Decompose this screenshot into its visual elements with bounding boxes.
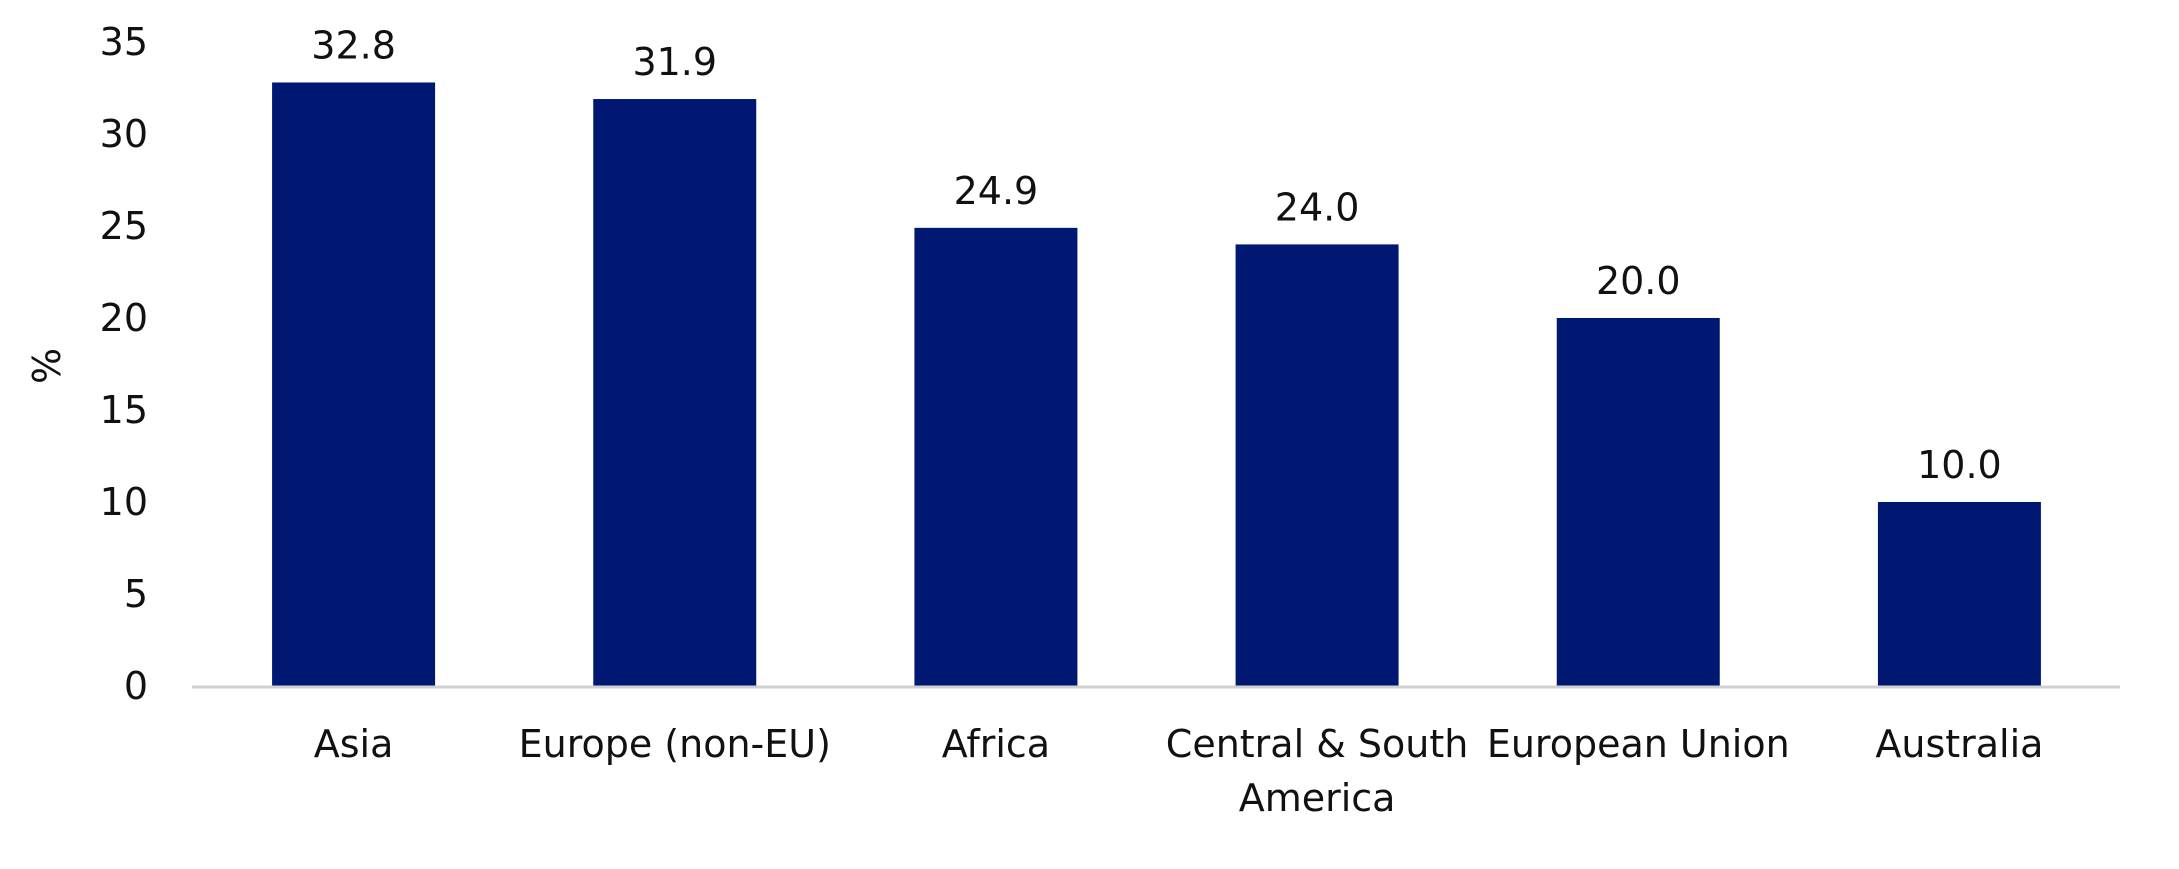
bar-value-label: 32.8 <box>311 23 396 67</box>
bar-value-label: 24.0 <box>1275 185 1360 229</box>
x-category-label-line: Australia <box>1875 722 2043 766</box>
y-tick-label: 0 <box>124 664 148 708</box>
bar-value-label: 24.9 <box>954 169 1039 213</box>
x-category-label: European Union <box>1487 722 1790 766</box>
bar <box>1877 502 2041 686</box>
bar <box>593 99 757 687</box>
bar <box>1235 244 1399 686</box>
x-category-label-line: Africa <box>942 722 1050 766</box>
y-tick-label: 35 <box>100 20 148 64</box>
data-labels: 32.8 31.9 24.9 24.0 20.0 10.0 <box>311 23 2001 487</box>
x-category-label: Europe (non-EU) <box>519 722 831 766</box>
y-tick-label: 15 <box>100 388 148 432</box>
x-category-label: Australia <box>1875 722 2043 766</box>
bar-value-label: 20.0 <box>1596 259 1681 303</box>
y-tick-label: 30 <box>100 112 148 156</box>
y-tick-label: 10 <box>100 480 148 524</box>
x-category-label: Africa <box>942 722 1050 766</box>
y-axis-title: % <box>25 348 69 384</box>
x-category-label-line: European Union <box>1487 722 1790 766</box>
bar <box>1556 318 1720 686</box>
y-axis-ticks: 0 5 10 15 20 25 30 35 <box>100 20 148 708</box>
x-category-label: Central & South America <box>1166 722 1469 820</box>
y-tick-label: 20 <box>100 296 148 340</box>
bar-value-label: 10.0 <box>1917 443 2002 487</box>
bar-value-label: 31.9 <box>632 40 717 84</box>
x-category-label-line: America <box>1239 776 1396 820</box>
y-tick-label: 5 <box>124 572 148 616</box>
x-category-label-line: Europe (non-EU) <box>519 722 831 766</box>
x-category-label-line: Asia <box>314 722 394 766</box>
bars <box>272 82 2041 687</box>
y-tick-label: 25 <box>100 204 148 248</box>
x-category-label: Asia <box>314 722 394 766</box>
bar <box>914 227 1078 686</box>
x-axis-labels: Asia Europe (non-EU) Africa Central & South… <box>314 722 2044 820</box>
bar <box>272 82 436 687</box>
x-category-label-line: Central & South <box>1166 722 1469 766</box>
